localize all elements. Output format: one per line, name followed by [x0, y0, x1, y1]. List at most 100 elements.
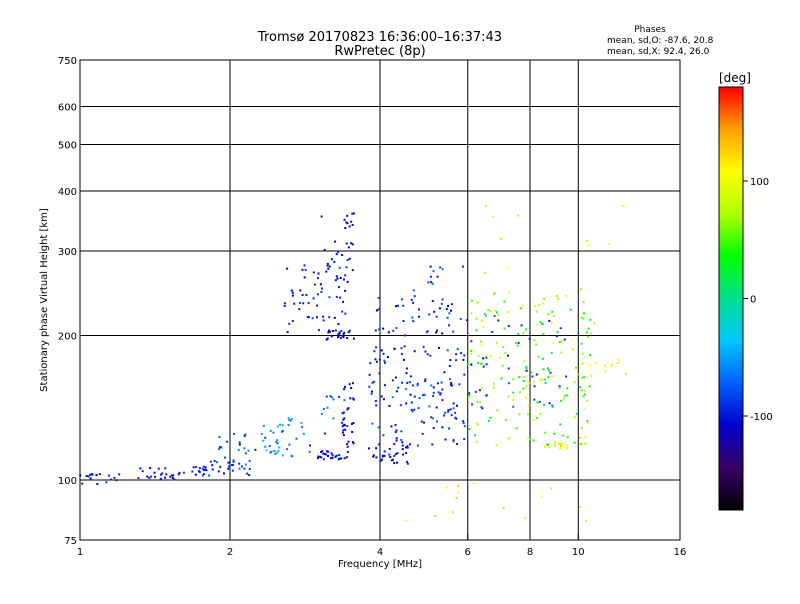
data-point: [543, 378, 546, 381]
y-tick-label: 600: [58, 103, 77, 114]
data-point: [533, 418, 535, 421]
data-point: [485, 355, 487, 358]
data-point: [321, 450, 324, 453]
data-point: [219, 465, 222, 468]
data-point: [344, 274, 347, 277]
data-point: [512, 405, 515, 408]
data-point: [322, 458, 325, 461]
data-point: [566, 394, 569, 397]
data-point: [470, 363, 473, 366]
data-point: [533, 398, 536, 401]
data-point: [517, 341, 520, 344]
data-point: [339, 277, 342, 279]
data-point: [150, 475, 153, 478]
data-point: [281, 424, 284, 427]
data-point: [522, 331, 525, 334]
data-point: [351, 441, 354, 443]
data-point: [394, 376, 397, 379]
data-point: [495, 311, 498, 314]
data-point: [462, 358, 465, 361]
data-point: [341, 335, 344, 337]
data-point: [223, 472, 225, 475]
data-point: [547, 376, 550, 379]
data-point: [477, 354, 480, 357]
data-point: [302, 432, 305, 435]
data-point: [345, 242, 348, 245]
data-point: [590, 374, 593, 377]
data-point: [493, 315, 496, 318]
data-point: [368, 447, 370, 450]
data-point: [343, 417, 346, 420]
data-point: [561, 340, 563, 343]
data-point: [536, 323, 539, 326]
data-point: [333, 316, 336, 319]
data-point: [139, 467, 142, 470]
colorbar-tick-label: 100: [750, 177, 769, 188]
data-point: [565, 294, 568, 297]
data-point: [320, 215, 323, 218]
data-point: [586, 419, 589, 422]
data-point: [288, 322, 291, 325]
data-point: [342, 333, 345, 335]
data-point: [440, 381, 443, 384]
data-point: [479, 363, 482, 365]
y-tick-label: 100: [58, 476, 77, 487]
data-point: [394, 431, 397, 433]
data-point: [582, 395, 585, 398]
data-point: [342, 423, 345, 426]
data-point: [559, 327, 562, 330]
data-point: [489, 310, 492, 313]
data-point: [85, 475, 88, 477]
data-point: [344, 385, 346, 388]
data-point: [248, 468, 251, 470]
data-point: [472, 482, 475, 485]
data-point: [581, 376, 583, 379]
data-point: [566, 444, 569, 447]
data-point: [342, 411, 345, 414]
data-point: [292, 294, 294, 297]
data-point: [278, 446, 281, 449]
data-point: [544, 431, 547, 434]
data-point: [423, 421, 425, 424]
data-point: [330, 396, 333, 399]
data-point: [395, 437, 398, 440]
data-point: [536, 401, 539, 404]
data-point: [352, 212, 355, 215]
data-point: [323, 248, 326, 251]
data-point: [448, 365, 451, 367]
data-point: [471, 403, 474, 406]
data-point: [528, 337, 531, 340]
phase-stats: Phases mean, sd,O: -87.6, 20.8 mean, sd,…: [607, 25, 714, 57]
data-point: [517, 333, 520, 335]
data-point: [303, 264, 306, 267]
data-point: [487, 309, 490, 311]
data-point: [580, 442, 583, 445]
data-point: [541, 302, 544, 305]
data-point: [243, 435, 246, 437]
data-point: [403, 334, 406, 337]
data-point: [403, 345, 406, 348]
data-point: [346, 445, 349, 448]
data-point: [326, 264, 329, 267]
data-point: [395, 439, 398, 442]
data-point: [327, 331, 330, 334]
data-point: [220, 446, 223, 449]
data-point: [381, 455, 384, 458]
data-point: [401, 448, 404, 451]
data-point: [205, 469, 208, 472]
data-point: [325, 270, 328, 273]
data-point: [302, 302, 305, 305]
data-point: [326, 262, 329, 265]
axis-ticks: 1 2 4 6 8 10 16 75 100 200 300 400 500 600 750: [58, 56, 686, 558]
data-point: [311, 317, 314, 320]
data-point: [118, 473, 121, 476]
data-point: [227, 467, 230, 470]
data-point: [392, 458, 394, 461]
data-point: [375, 404, 378, 407]
data-point: [412, 301, 415, 304]
data-point: [369, 362, 372, 365]
data-point: [470, 340, 473, 343]
data-point: [330, 452, 333, 455]
data-point: [337, 323, 340, 326]
data-point: [338, 457, 341, 460]
